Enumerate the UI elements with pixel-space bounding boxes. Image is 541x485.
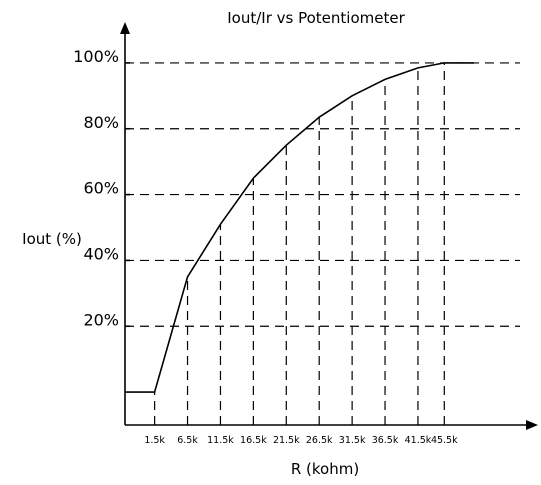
y-tick-labels: 20% 40% 60% 80% 100% [73, 47, 119, 329]
x-tick-label: 45.5k [431, 435, 458, 446]
y-tick-label: 40% [83, 244, 119, 263]
x-tick-label: 21.5k [273, 435, 300, 446]
x-tick-label: 26.5k [306, 435, 333, 446]
y-tick-label: 60% [83, 179, 119, 198]
x-tick-labels: 1.5k 6.5k 11.5k 16.5k 21.5k 26.5k 31.5k 36.5k 41… [144, 435, 458, 446]
y-tick-label: 20% [83, 310, 119, 329]
y-tick-label: 100% [73, 47, 119, 66]
series-line [125, 62, 474, 393]
x-tick-label: 31.5k [339, 435, 366, 446]
x-tick-label: 11.5k [207, 435, 234, 446]
vertical-gridlines [154, 62, 445, 425]
x-tick-label: 36.5k [372, 435, 399, 446]
y-tick-label: 80% [83, 113, 119, 132]
x-tick-label: 41.5k [405, 435, 432, 446]
x-tick-label: 6.5k [177, 435, 198, 446]
y-axis-arrowhead [120, 22, 130, 34]
y-axis-label: Iout (%) [22, 230, 82, 248]
chart-title: Iout/Ir vs Potentiometer [227, 9, 405, 27]
x-axis-label: R (kohm) [291, 460, 359, 478]
x-tick-label: 1.5k [144, 435, 165, 446]
x-tick-label: 16.5k [240, 435, 267, 446]
x-axis-arrowhead [526, 420, 538, 430]
horizontal-gridlines [125, 62, 520, 328]
axes [120, 22, 538, 430]
